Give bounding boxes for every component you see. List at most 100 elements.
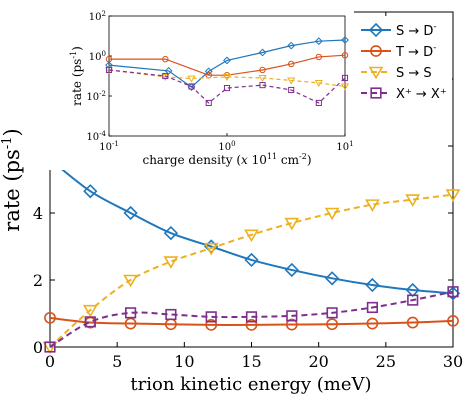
inset-data-point [287, 41, 296, 50]
inset-series-line [108, 69, 346, 104]
inset-data-point [314, 80, 323, 87]
inset-data-point [315, 99, 322, 106]
y-tick-label: 2 [33, 271, 43, 290]
inset-y-axis-label: rate (ps-1) [69, 46, 84, 106]
main-y-axis-label: rate (ps-1) [0, 128, 24, 231]
x-tick-label: 0 [45, 352, 55, 371]
main-data-point [83, 184, 98, 199]
legend-marker [370, 45, 382, 57]
main-data-point [123, 274, 138, 288]
x-tick-label: 10 [174, 352, 194, 371]
inset-data-point [105, 61, 113, 70]
x-tick-label: 25 [376, 352, 396, 371]
inset-data-point [341, 36, 349, 44]
inset-data-point [223, 56, 231, 65]
main-data-point [163, 256, 179, 269]
main-data-point [326, 318, 338, 331]
main-data-point [44, 311, 56, 324]
main-data-point [244, 252, 259, 268]
inset-data-point [258, 48, 267, 57]
main-data-point [245, 311, 258, 323]
main-data-point [366, 317, 379, 330]
inset-data-point [205, 99, 212, 106]
inset-data-point [222, 74, 232, 81]
inset-data-point [341, 74, 349, 81]
legend-label: X⁺ → X⁺ [396, 87, 447, 102]
inset-data-point [314, 37, 323, 46]
main-data-point [324, 207, 340, 221]
inset-data-point [187, 75, 196, 83]
main-series-line [49, 290, 454, 348]
inset-y-tick-label: 100 [89, 50, 106, 63]
inset-y-tick-label: 10-2 [86, 90, 106, 103]
legend-marker [368, 22, 384, 38]
inset-data-point [341, 51, 349, 59]
inset-data-point [259, 82, 266, 89]
main-data-point [284, 262, 299, 278]
inset-y-tick-label: 102 [89, 10, 106, 23]
inset-data-point [258, 75, 267, 82]
inset-y-tick-label: 10-4 [86, 130, 106, 143]
main-data-point [285, 318, 298, 331]
inset-data-point [315, 53, 323, 61]
inset-series-line [108, 69, 346, 88]
main-data-point [125, 307, 137, 319]
inset-data-point [340, 83, 350, 91]
main-data-point [123, 205, 138, 221]
main-data-point [326, 307, 338, 319]
main-series-layer [42, 152, 461, 355]
main-series-line [49, 193, 454, 348]
main-data-point [407, 294, 419, 306]
main-data-point [447, 286, 459, 298]
inset-series-line [108, 39, 346, 88]
main-data-point [366, 301, 379, 314]
main-data-point [365, 277, 380, 293]
inset-data-point [162, 72, 169, 80]
inset-series-layer [104, 36, 350, 106]
inset-chart: 10-1 100 101 102 100 10-2 10-4 charge density … [24, 3, 354, 170]
y-tick-label: 0 [33, 338, 43, 357]
inset-axis-ticks: 10-1 100 101 102 100 10-2 10-4 [86, 10, 353, 153]
inset-data-point [162, 55, 169, 63]
inset-x-tick-label: 100 [218, 140, 235, 153]
main-data-point [245, 318, 258, 331]
legend-label: T → D- [395, 43, 436, 60]
inset-data-point [259, 66, 266, 74]
inset-data-point [288, 86, 295, 94]
main-data-point [124, 317, 137, 330]
inset-data-point [287, 77, 296, 85]
main-data-point [447, 314, 459, 327]
main-data-point [365, 199, 380, 212]
inset-data-point [188, 83, 195, 90]
main-data-point [284, 217, 300, 231]
y-tick-label: 4 [33, 204, 43, 223]
inset-plot-area [108, 15, 346, 137]
inset-data-point [223, 84, 231, 92]
inset-data-point [105, 55, 113, 63]
main-data-point [244, 229, 259, 243]
main-data-point [84, 316, 96, 328]
x-tick-label: 5 [112, 352, 122, 371]
main-data-point [82, 304, 98, 318]
main-data-point [205, 311, 217, 323]
x-tick-label: 15 [241, 352, 261, 371]
inset-x-tick-label: 101 [336, 140, 353, 153]
main-data-point [203, 242, 219, 256]
inset-x-tick-label: 10-1 [99, 140, 119, 153]
main-data-point [406, 316, 419, 329]
main-data-point [44, 341, 56, 353]
inset-series-line [109, 54, 346, 76]
main-data-point [445, 189, 461, 202]
inset-data-point [105, 66, 113, 74]
legend-marker [370, 87, 382, 99]
main-data-point [163, 225, 179, 241]
legend: S → D- T → D- S → S X⁺ → X⁺ [356, 16, 452, 108]
inset-x-axis-label: charge density (x 1011 cm-2) [142, 152, 311, 167]
legend-label: S → D- [396, 22, 437, 39]
legend-label: S → S [396, 66, 432, 81]
x-tick-label: 20 [308, 352, 328, 371]
x-tick-label: 30 [443, 352, 463, 371]
main-series-line [49, 158, 454, 295]
legend-marker [368, 66, 384, 80]
